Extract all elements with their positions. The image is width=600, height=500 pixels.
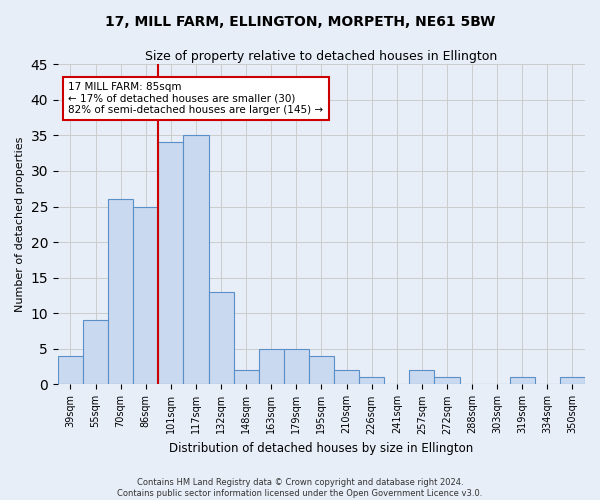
Bar bbox=[233, 370, 259, 384]
Bar bbox=[359, 378, 384, 384]
Bar bbox=[434, 378, 460, 384]
X-axis label: Distribution of detached houses by size in Ellington: Distribution of detached houses by size … bbox=[169, 442, 473, 455]
Text: Contains HM Land Registry data © Crown copyright and database right 2024.
Contai: Contains HM Land Registry data © Crown c… bbox=[118, 478, 482, 498]
Bar bbox=[510, 378, 535, 384]
Bar bbox=[184, 136, 209, 384]
Bar bbox=[108, 200, 133, 384]
Text: 17 MILL FARM: 85sqm
← 17% of detached houses are smaller (30)
82% of semi-detach: 17 MILL FARM: 85sqm ← 17% of detached ho… bbox=[68, 82, 323, 115]
Bar bbox=[560, 378, 585, 384]
Y-axis label: Number of detached properties: Number of detached properties bbox=[15, 136, 25, 312]
Bar bbox=[409, 370, 434, 384]
Bar bbox=[334, 370, 359, 384]
Bar bbox=[133, 206, 158, 384]
Bar bbox=[259, 349, 284, 384]
Title: Size of property relative to detached houses in Ellington: Size of property relative to detached ho… bbox=[145, 50, 497, 63]
Bar bbox=[309, 356, 334, 384]
Bar bbox=[209, 292, 233, 384]
Bar bbox=[284, 349, 309, 384]
Bar bbox=[58, 356, 83, 384]
Bar bbox=[158, 142, 184, 384]
Text: 17, MILL FARM, ELLINGTON, MORPETH, NE61 5BW: 17, MILL FARM, ELLINGTON, MORPETH, NE61 … bbox=[105, 15, 495, 29]
Bar bbox=[83, 320, 108, 384]
